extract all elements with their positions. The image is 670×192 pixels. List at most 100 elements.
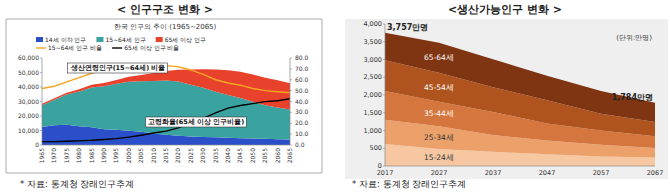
y-tick (383, 24, 385, 25)
annotation: 고령화율(65세 이상 인구비율) (146, 117, 247, 127)
title: <생산가능인구 변화 > (448, 3, 562, 16)
x-tick-label: 2060 (274, 148, 281, 163)
x-tick-label: 2010 (150, 148, 157, 163)
x-tick-label: 2015 (162, 148, 169, 163)
chart-root: < 인구구조 변화 > 한국 인구의 추이 (1965~2065) * 자료: 통계… (0, 0, 670, 192)
series-label: 35-44세 (424, 109, 454, 118)
data-layer (385, 33, 655, 166)
y-tick-label: 4,000 (363, 20, 382, 28)
y2-tick-label: 0.0 (295, 141, 305, 148)
legend-swatch (112, 47, 122, 48)
area (385, 33, 655, 122)
y-tick-label: 3,500 (363, 38, 382, 46)
y2-tick-label: 40.0 (295, 98, 309, 105)
x-tick-label: 2027 (431, 169, 448, 177)
chart-panel: <생산가능인구 변화 >(단위:만명)* 자료: 통계청 장래인구추계05001… (345, 3, 668, 189)
x-tick-label: 2065 (286, 148, 293, 163)
x-tick-label: 1975 (63, 148, 70, 163)
x-tick-label: 2040 (224, 148, 231, 163)
legend-swatch (36, 37, 43, 42)
x-tick-label: 2045 (236, 148, 243, 163)
legend-label: 15~64세 인구 비율 (48, 44, 102, 51)
y2-tick-label: 70.0 (295, 65, 309, 72)
y2-tick (290, 145, 292, 146)
annotation-text: 1,784만명 (612, 93, 653, 102)
x-tick-label: 1995 (112, 148, 119, 163)
legend-swatch (96, 37, 103, 42)
series-label: 45-54세 (424, 83, 454, 92)
data-layer (42, 66, 290, 145)
x-tick-label: 2020 (174, 148, 181, 163)
y-tick-label: 500 (370, 144, 382, 152)
y2-tick (290, 90, 292, 91)
source: * 자료: 통계청 장래인구추계 (352, 179, 466, 189)
y-tick-label: 1,000 (363, 127, 382, 135)
y-tick (40, 116, 42, 117)
y2-tick (290, 112, 292, 113)
x-axis (42, 145, 290, 146)
annotation-text: 생산연령인구(15~64세) 비율 (70, 64, 166, 72)
y-tick-label: 1,500 (363, 109, 382, 117)
subtitle: (단위:만명) (616, 34, 652, 42)
annotation-box (68, 63, 168, 73)
y2-tick (290, 79, 292, 80)
y-tick (383, 148, 385, 149)
y-tick (383, 95, 385, 96)
y-tick-label: 50,000 (18, 69, 39, 76)
x-tick-label: 1980 (75, 148, 82, 163)
x-tick-label: 2017 (377, 169, 394, 177)
legend-swatch (36, 47, 46, 48)
y2-tick-label: 50.0 (295, 87, 309, 94)
y-tick-label: 3,000 (363, 56, 382, 64)
y-tick (40, 130, 42, 131)
y-tick (383, 41, 385, 42)
annotation: 생산연령인구(15~64세) 비율 (68, 63, 168, 73)
series-label: 65-64세 (424, 53, 454, 62)
y-tick (40, 58, 42, 59)
y-tick-label: 30,000 (18, 98, 39, 105)
y2-tick-label: 30.0 (295, 108, 309, 115)
y2-tick-label: 80.0 (295, 54, 309, 61)
legend: 14세 이하 인구15~64세 인구65세 이상 인구15~64세 인구 비율6… (36, 36, 206, 51)
y2-tick (290, 58, 292, 59)
y-tick-label: 60,000 (18, 54, 39, 61)
y-tick (383, 59, 385, 60)
x-tick-label: 2067 (647, 169, 664, 177)
x-axis (385, 166, 655, 167)
y-tick (40, 72, 42, 73)
legend-label: 14세 이하 인구 (45, 36, 86, 43)
subtitle: 한국 인구의 추이 (1965~2065) (114, 23, 217, 31)
panel-background (345, 19, 668, 179)
y-tick (383, 77, 385, 78)
legend-label: 15~64세 인구 (105, 36, 145, 43)
y-tick (383, 112, 385, 113)
annotation-text: 고령화율(65세 이상 인구비율) (148, 118, 245, 126)
y2-tick-label: 60.0 (295, 76, 309, 83)
legend-swatch (156, 37, 163, 42)
y-tick (40, 87, 42, 88)
x-tick-label: 2005 (137, 148, 144, 163)
legend-label: 65세 이상 인구 비율 (124, 44, 179, 51)
line (42, 99, 290, 142)
y-tick (383, 130, 385, 131)
x-tick-label: 2035 (212, 148, 219, 163)
x-tick-label: 2055 (261, 148, 268, 163)
y-tick-label: 20,000 (18, 112, 39, 119)
x-tick-label: 1990 (100, 148, 107, 163)
y-tick-label: 0 (35, 141, 39, 148)
y-tick (40, 145, 42, 146)
series-label: 25-34세 (424, 133, 454, 142)
x-tick-label: 2047 (539, 169, 556, 177)
x-tick-label: 2057 (593, 169, 610, 177)
y2-tick (290, 123, 292, 124)
chart-frame (6, 19, 322, 173)
y2-tick-label: 20.0 (295, 119, 309, 126)
y-tick (383, 166, 385, 167)
x-tick-label: 2050 (249, 148, 256, 163)
y-tick-label: 2,000 (363, 91, 382, 99)
x-tick-label: 2025 (187, 148, 194, 163)
title: < 인구구조 변화 > (117, 3, 213, 16)
y-tick-label: 2,500 (363, 73, 382, 81)
x-tick-label: 2037 (485, 169, 502, 177)
series-label: 15-24세 (424, 153, 454, 162)
